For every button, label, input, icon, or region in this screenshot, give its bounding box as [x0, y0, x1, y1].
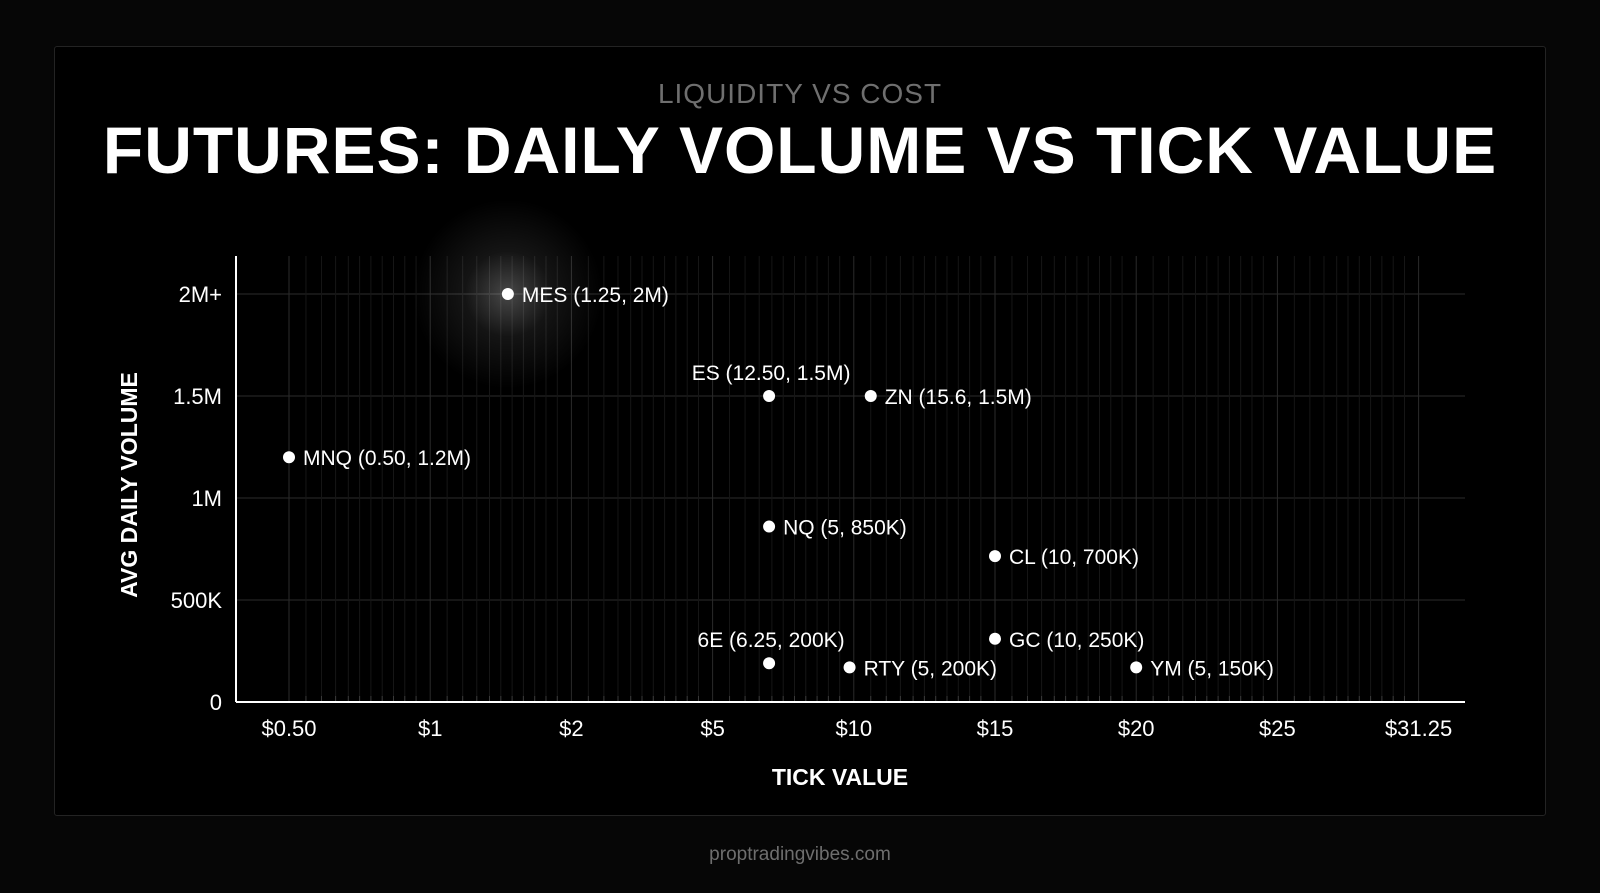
data-point-label: NQ (5, 850K): [783, 517, 907, 540]
x-tick-label: $31.25: [1385, 716, 1452, 741]
x-axis-label: TICK VALUE: [772, 764, 908, 790]
data-points: MES (1.25, 2M) ES (12.50, 1.5M) ZN (15.6, …: [283, 199, 1274, 680]
y-tick-label: 2M+: [179, 282, 222, 307]
data-point-label: MES (1.25, 2M): [522, 284, 669, 307]
data-point: [763, 657, 776, 670]
x-tick-label: $25: [1259, 716, 1296, 741]
data-point: [843, 661, 856, 674]
data-point: [1130, 661, 1143, 674]
x-tick-label: $20: [1118, 716, 1155, 741]
data-point: [283, 451, 295, 464]
data-point: [989, 550, 1001, 563]
data-point: [989, 632, 1001, 645]
data-point-label: CL (10, 700K): [1009, 546, 1139, 569]
data-point: [864, 390, 877, 402]
grid: [236, 256, 1465, 702]
data-point-label: 6E (6.25, 200K): [698, 629, 845, 652]
axes: [235, 256, 1465, 703]
data-point-label: ES (12.50, 1.5M): [692, 362, 851, 385]
data-point-label: YM (5, 150K): [1150, 657, 1274, 680]
y-axis-label: AVG DAILY VOLUME: [116, 372, 142, 598]
tick-labels: 0 500K 1M 1.5M 2M+ $0.50 $1 $2 $5 $10 $15 $20 $25 $31…: [171, 282, 1453, 741]
footer-site: proptradingvibes.com: [709, 844, 891, 865]
data-point-label: ZN (15.6, 1.5M): [885, 386, 1032, 409]
x-tick-label: $1: [418, 716, 442, 741]
data-point-label: RTY (5, 200K): [864, 657, 997, 680]
x-tick-label: $2: [559, 716, 583, 741]
data-point: [763, 390, 776, 402]
chart-kicker: LIQUIDITY VS COST: [657, 78, 943, 109]
y-tick-label: 1.5M: [173, 384, 222, 409]
data-point: [501, 288, 514, 300]
y-tick-label: 500K: [171, 588, 223, 613]
x-tick-label: $0.50: [261, 716, 316, 741]
data-point: [763, 520, 776, 533]
chart-frame: [54, 46, 1546, 816]
x-tick-label: $5: [700, 716, 724, 741]
x-tick-label: $10: [835, 716, 872, 741]
data-point-label: GC (10, 250K): [1009, 629, 1144, 652]
x-tick-label: $15: [977, 716, 1014, 741]
y-tick-label: 1M: [191, 486, 222, 511]
data-point-label: MNQ (0.50, 1.2M): [303, 447, 471, 470]
y-tick-label: 0: [210, 690, 222, 715]
chart-title: FUTURES: DAILY VOLUME VS TICK VALUE: [102, 113, 1498, 187]
